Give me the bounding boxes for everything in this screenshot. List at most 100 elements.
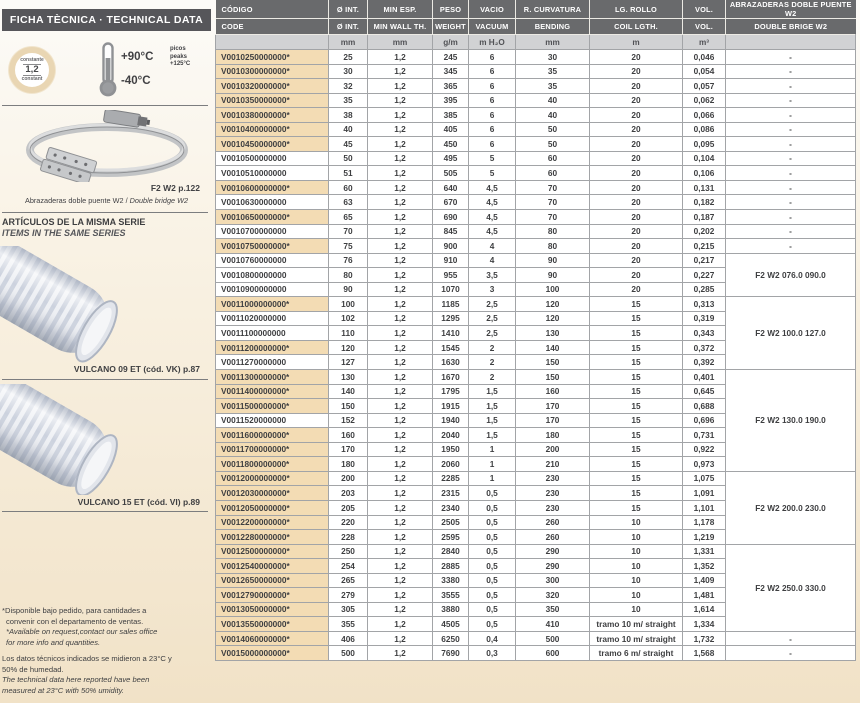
- code-cell: V0011300000000*: [215, 369, 329, 385]
- clamp-cell: -: [725, 209, 856, 225]
- value-cell: 1,5: [468, 427, 516, 443]
- table-row: V0012650000000* 265 1,2 3380 0,5 300 10 1,409: [215, 572, 856, 589]
- footnote-es-line: Los datos técnicos indicados se midieron…: [2, 654, 172, 663]
- value-cell: 80: [515, 223, 590, 240]
- value-cell: 15: [589, 499, 683, 516]
- value-cell: 1,2: [367, 267, 433, 283]
- clamp-group-cell: F2 W2 250.0 330.0: [725, 543, 856, 632]
- value-cell: 40: [515, 107, 590, 123]
- column-header-es: ABRAZADERAS DOBLE PUENTE W2: [725, 0, 856, 19]
- value-cell: tramo 10 m/ straight: [589, 630, 683, 647]
- value-cell: 2595: [432, 529, 469, 545]
- value-cell: 2285: [432, 470, 469, 487]
- code-cell: V0010800000000: [215, 267, 329, 283]
- value-cell: 0,343: [682, 325, 726, 341]
- column-header-en: DOUBLE BRIGE W2: [725, 18, 856, 35]
- footnote-availability: *Disponible bajo pedido, para cantidades…: [2, 606, 214, 648]
- value-cell: 1670: [432, 369, 469, 385]
- code-cell: V0011200000000*: [215, 339, 329, 356]
- value-cell: 1,2: [367, 209, 433, 225]
- value-cell: 500: [328, 645, 368, 661]
- clamp-cell: -: [725, 630, 856, 647]
- code-cell: V0011400000000*: [215, 383, 329, 400]
- value-cell: 45: [328, 136, 368, 152]
- value-cell: 110: [328, 325, 368, 341]
- value-cell: 355: [328, 616, 368, 632]
- value-cell: 2885: [432, 558, 469, 574]
- table-row: V0010760000000 76 1,2 910 4 90 20 0,217 F2 W2 07…: [215, 252, 856, 298]
- value-cell: 203: [328, 485, 368, 501]
- value-cell: 1,2: [367, 354, 433, 371]
- value-cell: 10: [589, 587, 683, 603]
- value-cell: 20: [589, 223, 683, 240]
- temp-high: +90°C: [121, 51, 154, 63]
- value-cell: 160: [515, 383, 590, 400]
- code-cell: V0011600000000*: [215, 427, 329, 443]
- value-cell: 50: [515, 136, 590, 152]
- value-cell: 0,062: [682, 92, 726, 109]
- value-cell: 2: [468, 369, 516, 385]
- value-cell: 1,2: [367, 543, 433, 560]
- value-cell: 1545: [432, 339, 469, 356]
- value-cell: 1,2: [367, 630, 433, 647]
- value-cell: 10: [589, 601, 683, 618]
- value-cell: 1,2: [367, 558, 433, 574]
- value-cell: 20: [589, 267, 683, 283]
- badge-label-es: constante: [20, 57, 44, 63]
- value-cell: 279: [328, 587, 368, 603]
- value-cell: 51: [328, 165, 368, 181]
- column-header-es: VOL.: [682, 0, 726, 19]
- temp-peaks: picos peaks +125°C: [170, 46, 190, 69]
- series-title-en: ITEMS IN THE SAME SERIES: [2, 228, 126, 238]
- hose-image-vulcano-09: [0, 227, 215, 364]
- value-cell: 10: [589, 572, 683, 589]
- column-header-es: MIN ESP.: [367, 0, 433, 19]
- value-cell: 20: [589, 150, 683, 167]
- clamp-screw: [103, 108, 151, 128]
- value-cell: 260: [515, 529, 590, 545]
- value-cell: 6: [468, 78, 516, 94]
- table-row: V0012000000000* 200 1,2 2285 1 230 15 1,075 F2 W…: [215, 470, 856, 545]
- value-cell: 20: [589, 49, 683, 65]
- code-cell: V0015000000000*: [215, 645, 329, 661]
- value-cell: 250: [328, 543, 368, 560]
- value-cell: 0,285: [682, 281, 726, 298]
- column-unit: m: [589, 34, 683, 50]
- value-cell: 5: [468, 165, 516, 181]
- value-cell: 180: [515, 427, 590, 443]
- value-cell: 30: [515, 49, 590, 65]
- column-unit: m H₂O: [468, 34, 516, 50]
- value-cell: 305: [328, 601, 368, 618]
- value-cell: 1,2: [367, 339, 433, 356]
- hose-image-vulcano-15: [0, 361, 215, 497]
- value-cell: 290: [515, 543, 590, 560]
- code-cell: V0012000000000*: [215, 470, 329, 487]
- value-cell: 1,2: [367, 412, 433, 429]
- value-cell: 170: [328, 441, 368, 458]
- value-cell: 15: [589, 325, 683, 341]
- value-cell: 15: [589, 441, 683, 458]
- value-cell: 210: [515, 456, 590, 472]
- temp-low: -40°C: [121, 75, 151, 87]
- value-cell: 505: [432, 165, 469, 181]
- value-cell: 0,696: [682, 412, 726, 429]
- value-cell: 0,372: [682, 339, 726, 356]
- code-cell: V0010300000000*: [215, 63, 329, 80]
- value-cell: 495: [432, 150, 469, 167]
- value-cell: 1,2: [367, 121, 433, 138]
- value-cell: 0,187: [682, 209, 726, 225]
- value-cell: 1,2: [367, 470, 433, 487]
- value-cell: 1,2: [367, 252, 433, 269]
- value-cell: 32: [328, 78, 368, 94]
- value-cell: 4,5: [468, 223, 516, 240]
- value-cell: 152: [328, 412, 368, 429]
- value-cell: 15: [589, 310, 683, 327]
- value-cell: 410: [515, 616, 590, 632]
- value-cell: 1,2: [367, 238, 433, 254]
- column-unit: mm: [328, 34, 368, 50]
- value-cell: 6: [468, 92, 516, 109]
- table-row: V0010630000000 63 1,2 670 4,5 70 20 0,182-: [215, 194, 856, 211]
- constant-diameter-badge: constante 1,2 constant: [9, 47, 55, 93]
- value-cell: 60: [515, 165, 590, 181]
